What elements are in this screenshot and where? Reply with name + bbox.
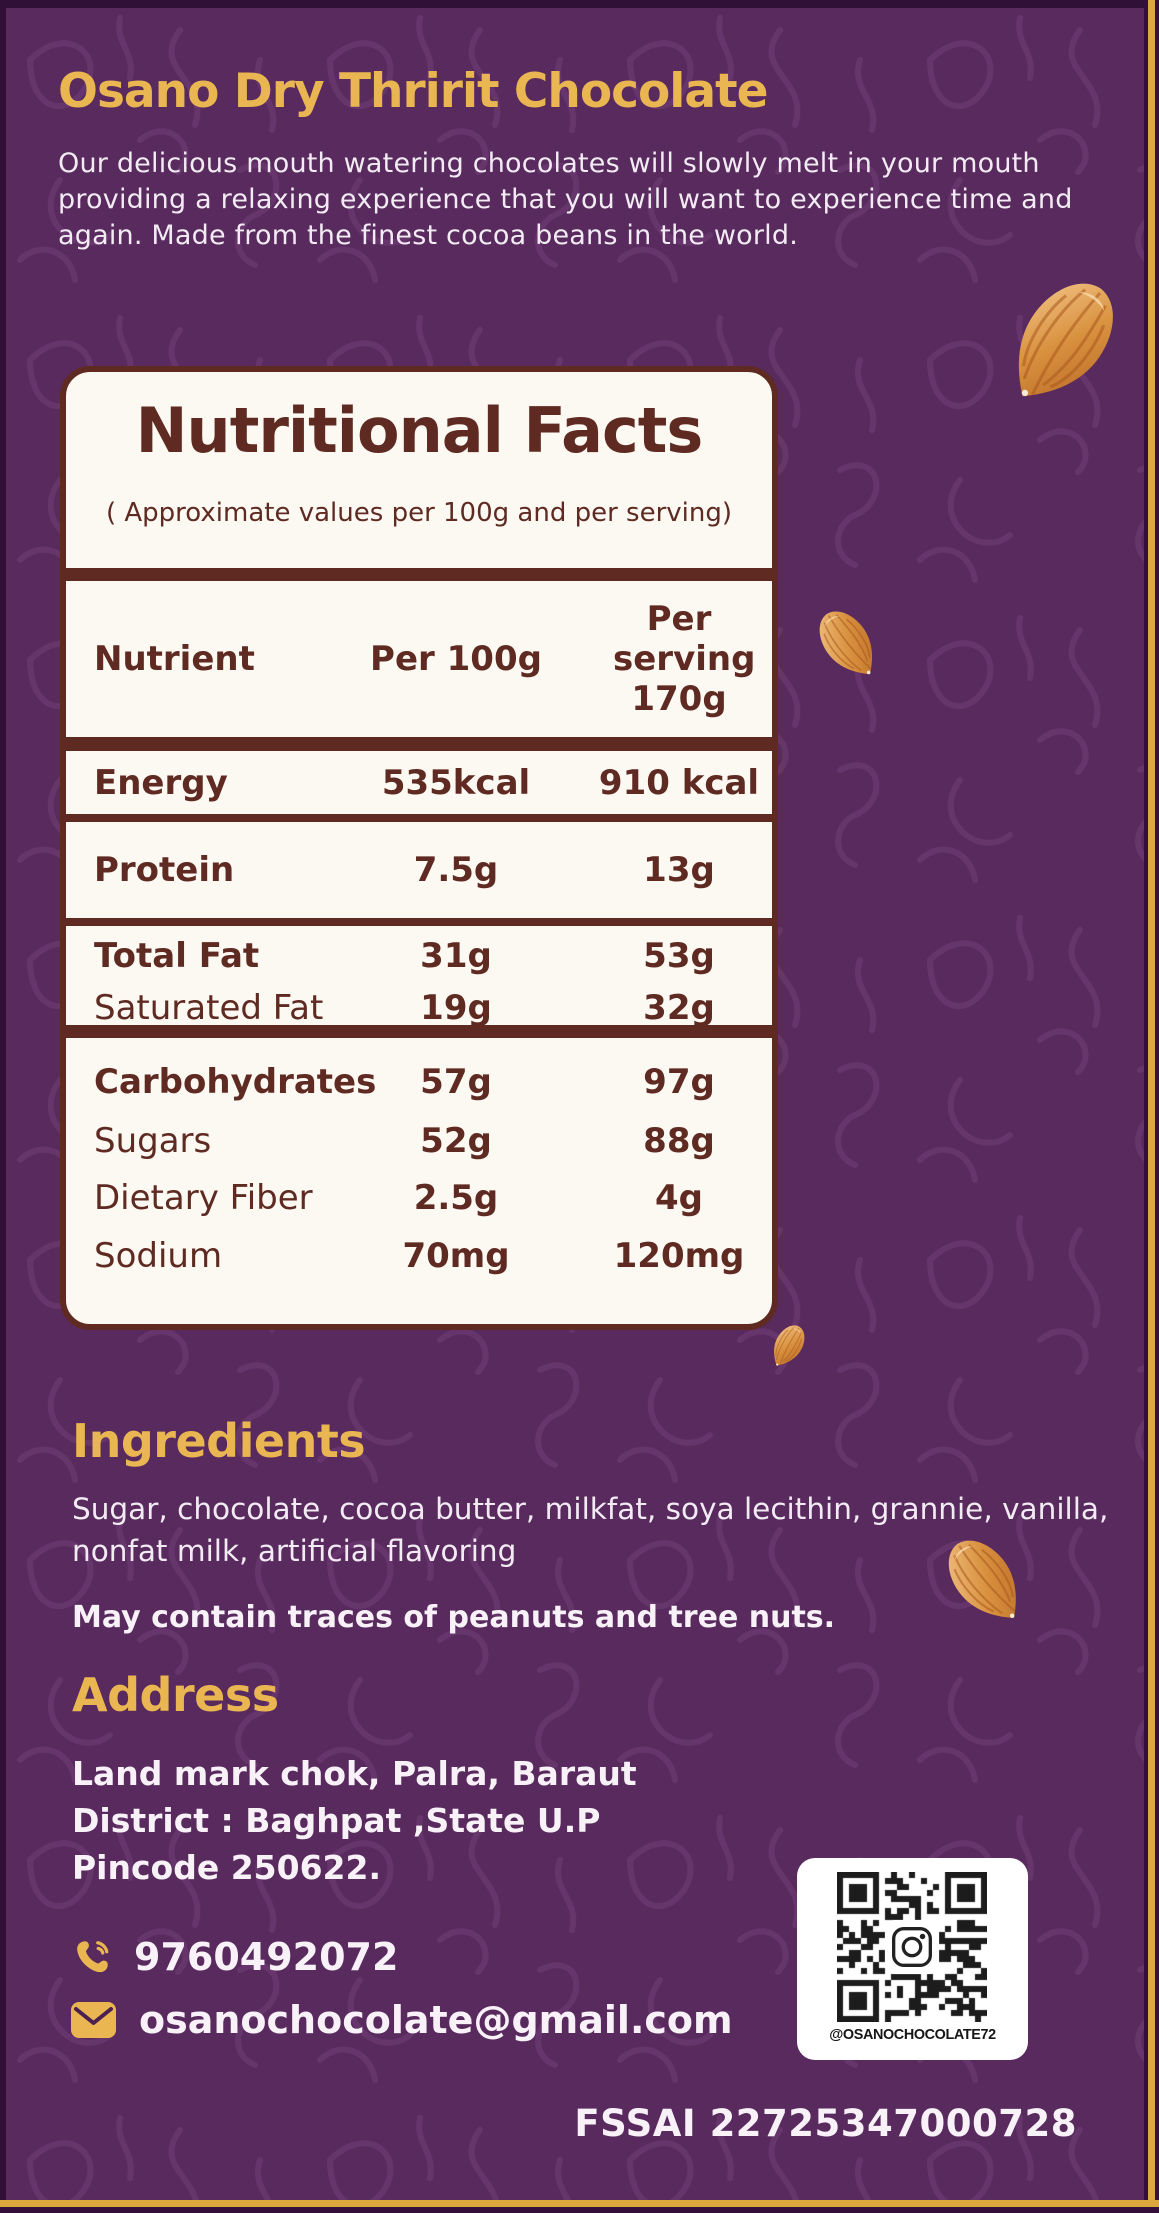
nutrition-facts-subtitle: ( Approximate values per 100g and per se… bbox=[105, 498, 733, 528]
fssai-license-number: FSSAI 22725347000728 bbox=[574, 2102, 1077, 2145]
table-row-protein: Protein 7.5g 13g bbox=[66, 822, 772, 918]
phone-icon bbox=[74, 1938, 112, 1976]
left-edge-strip bbox=[0, 0, 6, 2213]
row-label: Saturated Fat bbox=[94, 988, 324, 1028]
row-serving-value: 910 kcal bbox=[598, 762, 760, 803]
ingredients-text: Sugar, chocolate, cocoa butter, milkfat,… bbox=[72, 1492, 1109, 1568]
row-serving-value: 53g bbox=[643, 936, 715, 976]
product-description: Our delicious mouth watering chocolates … bbox=[58, 148, 1073, 251]
row-serving-value: 88g bbox=[643, 1121, 715, 1161]
instagram-qr-card: @OSANOCHOCOLATE72 bbox=[797, 1858, 1028, 2060]
row-per100g-value: 31g bbox=[420, 936, 492, 976]
row-serving-value: 32g bbox=[643, 988, 715, 1028]
table-row-dietary-fiber: Dietary Fiber 2.5g 4g bbox=[66, 1170, 772, 1226]
phone-number: 9760492072 bbox=[134, 1935, 399, 1979]
row-serving-value: 97g bbox=[643, 1062, 715, 1102]
email-address: osanochocolate@gmail.com bbox=[139, 1998, 733, 2042]
allergen-warning: May contain traces of peanuts and tree n… bbox=[72, 1600, 836, 1635]
row-label: Energy bbox=[94, 762, 228, 803]
row-label: Sodium bbox=[94, 1236, 223, 1276]
top-edge-strip bbox=[0, 0, 1159, 8]
row-label: Protein bbox=[94, 850, 235, 890]
row-label: Sugars bbox=[94, 1121, 212, 1161]
row-per100g-value: 2.5g bbox=[413, 1178, 499, 1218]
bottom-edge-strip bbox=[0, 2207, 1159, 2213]
ingredients-heading: Ingredients bbox=[72, 1414, 366, 1468]
divider bbox=[66, 568, 772, 581]
nutrition-facts-card: Nutritional Facts ( Approximate values p… bbox=[60, 366, 778, 1330]
nutrition-table-header-row: Nutrient Per 100g Per serving 170g bbox=[66, 581, 772, 737]
address-line-2: District : Baghpat ,State U.P bbox=[72, 1801, 601, 1840]
address-line-1: Land mark chok, Palra, Baraut bbox=[72, 1754, 637, 1793]
instagram-handle: @OSANOCHOCOLATE72 bbox=[829, 2026, 996, 2043]
divider bbox=[66, 814, 772, 822]
column-header-per-serving: Per serving 170g bbox=[613, 599, 756, 719]
table-row-energy: Energy 535kcal 910 kcal bbox=[66, 751, 772, 814]
address-heading: Address bbox=[72, 1668, 279, 1722]
table-row-sugars: Sugars 52g 88g bbox=[66, 1113, 772, 1169]
divider bbox=[66, 918, 772, 926]
row-per100g-value: 7.5g bbox=[413, 850, 499, 890]
table-row-total-fat: Total Fat 31g 53g bbox=[66, 930, 772, 982]
address-line-3: Pincode 250622. bbox=[72, 1848, 382, 1887]
row-label: Carbohydrates bbox=[94, 1062, 377, 1102]
row-per100g-value: 19g bbox=[420, 988, 492, 1028]
email-icon bbox=[70, 1999, 117, 2041]
email-row: osanochocolate@gmail.com bbox=[70, 1994, 733, 2046]
row-label: Total Fat bbox=[94, 936, 260, 976]
row-per100g-value: 70mg bbox=[402, 1236, 510, 1276]
table-row-carbohydrates: Carbohydrates 57g 97g bbox=[66, 1054, 772, 1110]
row-serving-value: 120mg bbox=[613, 1236, 745, 1276]
row-serving-value: 13g bbox=[643, 850, 715, 890]
divider bbox=[66, 1025, 772, 1038]
row-label: Dietary Fiber bbox=[94, 1178, 313, 1218]
column-header-nutrient: Nutrient bbox=[94, 639, 255, 679]
phone-row: 9760492072 bbox=[74, 1932, 398, 1982]
product-title: Osano Dry Thririt Chocolate bbox=[58, 64, 768, 119]
row-serving-value: 4g bbox=[655, 1178, 703, 1218]
row-per100g-value: 535kcal bbox=[381, 762, 531, 803]
divider bbox=[66, 737, 772, 751]
bottom-gold-line bbox=[0, 2200, 1159, 2207]
column-header-per100g: Per 100g bbox=[370, 639, 542, 679]
table-row-saturated-fat: Saturated Fat 19g 32g bbox=[66, 982, 772, 1034]
right-gold-line bbox=[1148, 0, 1155, 2213]
row-per100g-value: 52g bbox=[420, 1121, 492, 1161]
address-lines: Land mark chok, Palra, Baraut District :… bbox=[72, 1750, 872, 1891]
instagram-logo-icon bbox=[885, 1920, 939, 1974]
nutrition-facts-title: Nutritional Facts bbox=[135, 394, 704, 467]
row-per100g-value: 57g bbox=[420, 1062, 492, 1102]
table-row-sodium: Sodium 70mg 120mg bbox=[66, 1228, 772, 1284]
